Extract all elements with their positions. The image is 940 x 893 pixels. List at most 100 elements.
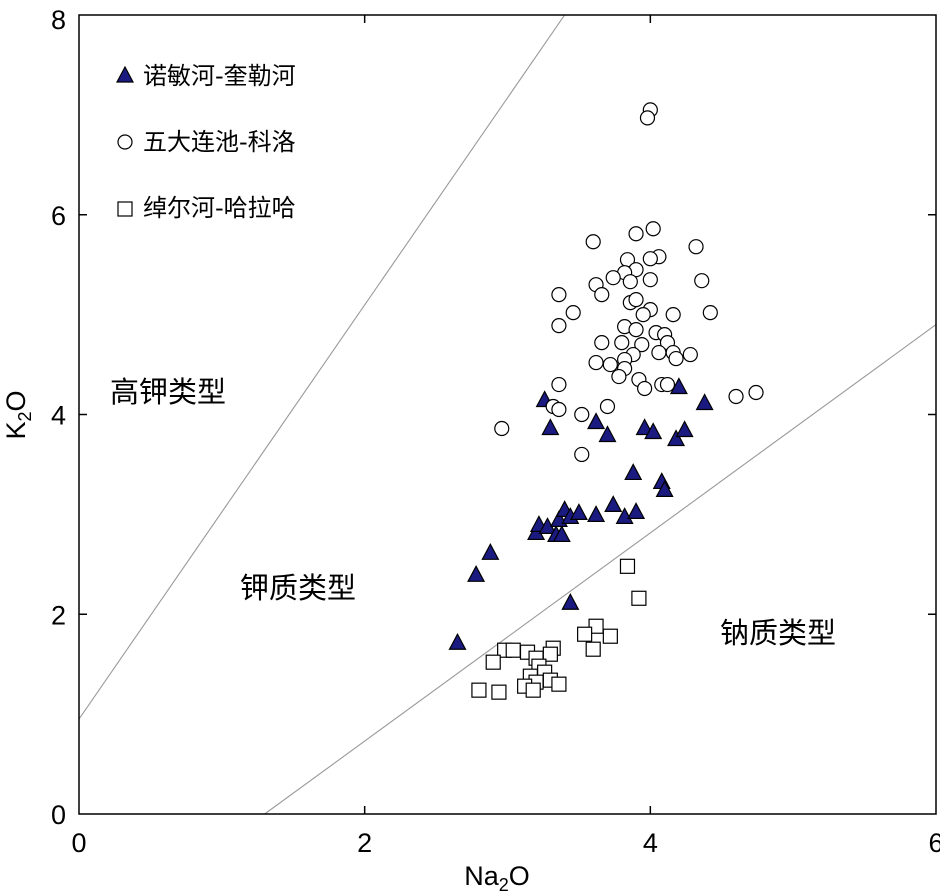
- data-point-circle: [588, 354, 604, 371]
- data-point-triangle: [561, 592, 580, 610]
- boundary-lines: [79, 15, 936, 814]
- data-point-triangle: [604, 495, 623, 512]
- data-point-triangle: [552, 525, 571, 542]
- y-tick-label: 6: [51, 201, 66, 231]
- axis-ticks: 0 2 4 6 0 2 4 6 8: [51, 5, 940, 858]
- data-point-triangle: [541, 418, 560, 436]
- data-point-circle: [494, 420, 510, 437]
- x-axis-title-subscript: 2: [499, 875, 509, 893]
- data-point-circle: [694, 273, 710, 289]
- data-point-circle: [642, 251, 658, 267]
- data-point-circle: [728, 388, 744, 405]
- data-point-circle: [594, 287, 610, 303]
- data-point-circle: [585, 234, 601, 250]
- y-tick-label: 0: [51, 800, 66, 830]
- region-label-high-k-text: 高钾类型: [110, 375, 226, 409]
- data-point-circle: [628, 322, 644, 338]
- data-point-circle: [748, 384, 764, 401]
- data-point-circle: [634, 336, 650, 353]
- data-point-circle: [639, 110, 656, 126]
- data-point-square: [471, 682, 487, 698]
- data-point-square: [577, 626, 593, 642]
- data-point-triangle: [695, 393, 714, 411]
- x-tick-label: 6: [928, 828, 940, 858]
- data-point-circle: [688, 239, 704, 255]
- data-point-circle: [602, 356, 618, 373]
- region-label-potassic: 钾质类型: [240, 571, 356, 605]
- x-axis-title-base: Na: [464, 861, 499, 891]
- data-point-circle: [628, 226, 644, 242]
- legend-circle-marker: [117, 134, 133, 150]
- data-point-circle: [614, 334, 630, 351]
- data-point-circle: [611, 368, 627, 385]
- data-point-triangle: [598, 425, 617, 443]
- x-tick-label: 2: [357, 828, 372, 858]
- sodic-boundary-line: [264, 324, 936, 814]
- legend-label-chuoerhe: 绰尔河-哈拉哈: [143, 194, 296, 222]
- y-tick-label: 8: [51, 5, 66, 35]
- data-point-circle: [551, 401, 567, 418]
- data-point-square: [602, 628, 618, 644]
- x-axis-title-tail: O: [509, 861, 530, 891]
- region-label-sodic: 钠质类型: [720, 616, 836, 650]
- legend-triangle-marker: [116, 65, 134, 83]
- data-point-circle: [565, 305, 581, 321]
- data-point-triangle: [481, 543, 500, 560]
- data-point-circle: [574, 406, 590, 423]
- data-point-triangle: [667, 429, 686, 447]
- legend-label-nuominhe: 诺敏河-奎勒河: [143, 62, 296, 90]
- data-point-circle: [628, 292, 644, 308]
- data-point-triangle: [675, 420, 694, 438]
- data-point-circle: [659, 376, 676, 393]
- data-point-triangle: [467, 565, 486, 582]
- data-point-circle: [605, 270, 621, 286]
- data-point-circle: [551, 318, 567, 334]
- data-point-circle: [551, 287, 567, 303]
- region-label-high-k: 高钾类型: [110, 375, 226, 409]
- data-point-square: [505, 642, 521, 658]
- data-point-square: [525, 682, 541, 698]
- data-point-circle: [702, 305, 718, 321]
- data-point-circle: [635, 307, 651, 323]
- x-tick-label: 4: [643, 828, 658, 858]
- data-point-triangle: [635, 418, 654, 436]
- data-point-triangle: [587, 505, 606, 522]
- data-point-circle: [594, 334, 610, 351]
- data-point-circle: [642, 272, 658, 288]
- data-point-triangle: [615, 507, 634, 524]
- data-point-square: [485, 654, 501, 670]
- data-point-circle: [574, 446, 590, 463]
- data-point-square: [631, 590, 647, 606]
- data-point-square: [542, 646, 558, 662]
- data-point-square: [619, 558, 636, 574]
- data-point-triangle: [624, 463, 643, 481]
- data-point-square: [491, 684, 507, 700]
- data-point-triangle: [627, 502, 646, 519]
- data-point-circle: [622, 274, 638, 290]
- region-label-sodic-text: 钠质类型: [720, 616, 836, 650]
- data-point-circle: [599, 398, 616, 415]
- data-point-circle: [682, 346, 698, 363]
- data-point-circle: [668, 350, 684, 367]
- data-point-square: [588, 618, 604, 634]
- y-tick-label: 2: [51, 600, 66, 630]
- legend: 诺敏河-奎勒河 五大连池-科洛 绰尔河-哈拉哈: [116, 62, 296, 222]
- data-point-circle: [665, 307, 681, 323]
- data-point-triangle: [587, 412, 606, 430]
- legend-square-marker: [117, 201, 133, 217]
- high-k-boundary-line: [79, 15, 566, 720]
- data-point-circle: [645, 221, 661, 237]
- y-tick-label: 4: [51, 401, 66, 431]
- x-tick-label: 0: [71, 828, 86, 858]
- data-point-triangle: [655, 480, 674, 498]
- data-point-triangle: [448, 632, 467, 650]
- data-point-square: [551, 676, 567, 692]
- data-point-square: [585, 641, 601, 657]
- region-label-potassic-text: 钾质类型: [240, 571, 356, 605]
- y-axis-title-base: K: [1, 422, 31, 440]
- x-axis-title: Na2O: [464, 861, 530, 893]
- data-point-triangle: [569, 503, 588, 520]
- data-point-circle: [637, 380, 653, 397]
- data-point-circle: [551, 376, 567, 393]
